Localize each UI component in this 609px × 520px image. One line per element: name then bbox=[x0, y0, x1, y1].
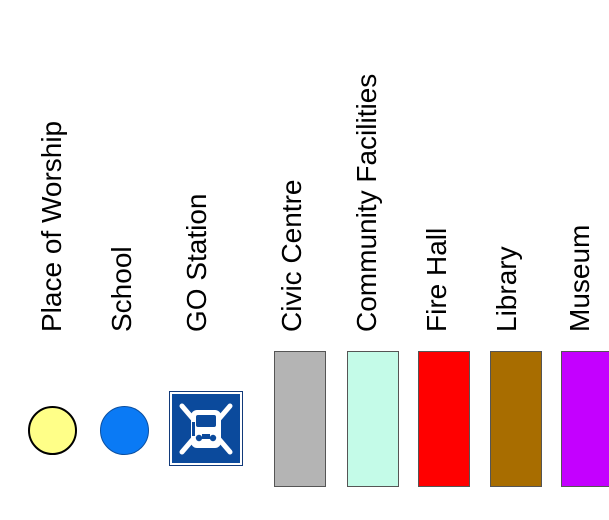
legend-label-library: Library bbox=[491, 246, 522, 332]
legend-label-fire-hall: Fire Hall bbox=[421, 227, 452, 332]
museum-swatch bbox=[561, 351, 609, 487]
place-of-worship-symbol bbox=[28, 406, 77, 455]
fire-hall-swatch bbox=[418, 351, 470, 487]
legend-label-school: School bbox=[106, 246, 137, 332]
go-station-train-icon bbox=[169, 391, 243, 466]
legend-label-place-of-worship: Place of Worship bbox=[36, 120, 67, 332]
civic-centre-swatch bbox=[274, 351, 326, 487]
community-facilities-swatch bbox=[347, 351, 399, 487]
train-icon bbox=[179, 403, 233, 455]
library-swatch bbox=[490, 351, 542, 487]
legend-label-museum: Museum bbox=[564, 224, 595, 332]
legend-label-community-facilities: Community Facilities bbox=[351, 73, 382, 332]
school-symbol bbox=[100, 406, 149, 455]
legend-label-go-station: GO Station bbox=[181, 193, 212, 332]
legend-label-civic-centre: Civic Centre bbox=[276, 179, 307, 332]
